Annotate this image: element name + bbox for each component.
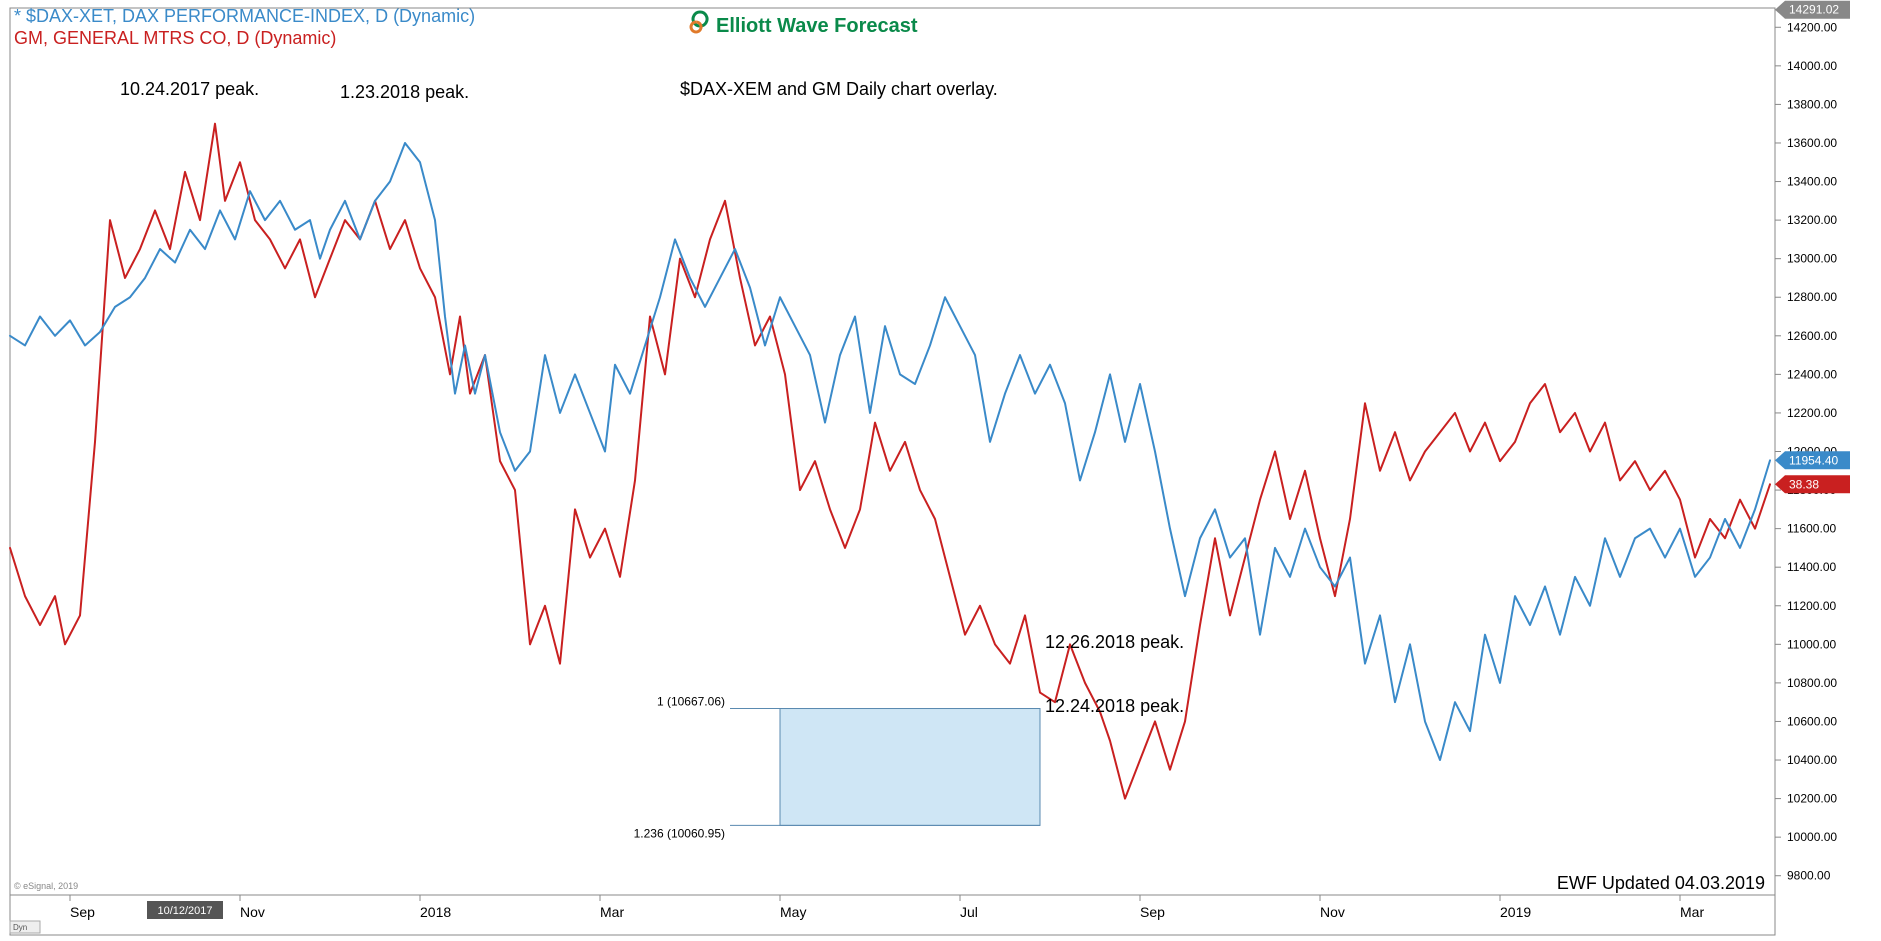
svg-text:14291.02: 14291.02 bbox=[1789, 3, 1839, 17]
svg-text:Mar: Mar bbox=[1680, 904, 1704, 920]
svg-text:10000.00: 10000.00 bbox=[1787, 830, 1837, 844]
svg-text:Dyn: Dyn bbox=[13, 923, 27, 932]
svg-text:Jul: Jul bbox=[960, 904, 978, 920]
svg-text:10/12/2017: 10/12/2017 bbox=[157, 905, 212, 917]
chart-container: 9800.00 10000.00 10200.00 10400.00 10600.00 1… bbox=[0, 0, 1881, 941]
svg-text:13400.00: 13400.00 bbox=[1787, 175, 1837, 189]
svg-text:1.236 (10060.95): 1.236 (10060.95) bbox=[634, 826, 725, 840]
svg-text:11000.00: 11000.00 bbox=[1787, 637, 1836, 651]
svg-text:10800.00: 10800.00 bbox=[1787, 676, 1837, 690]
svg-text:13800.00: 13800.00 bbox=[1787, 97, 1837, 111]
svg-text:12400.00: 12400.00 bbox=[1787, 367, 1837, 381]
svg-text:10400.00: 10400.00 bbox=[1787, 753, 1837, 767]
svg-text:13200.00: 13200.00 bbox=[1787, 213, 1837, 227]
svg-text:2018: 2018 bbox=[420, 904, 451, 920]
svg-text:12.26.2018 peak.: 12.26.2018 peak. bbox=[1045, 632, 1184, 652]
svg-text:12200.00: 12200.00 bbox=[1787, 406, 1837, 420]
svg-text:10.24.2017 peak.: 10.24.2017 peak. bbox=[120, 79, 259, 99]
svg-text:10600.00: 10600.00 bbox=[1787, 714, 1837, 728]
svg-text:1.23.2018 peak.: 1.23.2018 peak. bbox=[340, 82, 469, 102]
svg-text:Elliott Wave Forecast: Elliott Wave Forecast bbox=[716, 15, 918, 37]
svg-text:May: May bbox=[780, 904, 806, 920]
svg-text:12.24.2018 peak.: 12.24.2018 peak. bbox=[1045, 696, 1184, 716]
svg-text:11200.00: 11200.00 bbox=[1787, 599, 1836, 613]
svg-text:38.38: 38.38 bbox=[1789, 477, 1819, 491]
svg-text:11954.40: 11954.40 bbox=[1789, 453, 1838, 467]
svg-text:13000.00: 13000.00 bbox=[1787, 252, 1837, 266]
svg-text:© eSignal, 2019: © eSignal, 2019 bbox=[14, 881, 78, 891]
svg-text:Nov: Nov bbox=[1320, 904, 1345, 920]
svg-text:11400.00: 11400.00 bbox=[1787, 560, 1836, 574]
svg-text:GM, GENERAL MTRS CO, D (Dynami: GM, GENERAL MTRS CO, D (Dynamic) bbox=[14, 28, 336, 48]
svg-text:9800.00: 9800.00 bbox=[1787, 869, 1831, 883]
svg-text:12600.00: 12600.00 bbox=[1787, 329, 1837, 343]
svg-text:EWF Updated 04.03.2019: EWF Updated 04.03.2019 bbox=[1557, 873, 1765, 893]
svg-text:Sep: Sep bbox=[70, 904, 95, 920]
svg-text:Nov: Nov bbox=[240, 904, 265, 920]
svg-text:13600.00: 13600.00 bbox=[1787, 136, 1837, 150]
svg-text:14000.00: 14000.00 bbox=[1787, 59, 1837, 73]
svg-text:* $DAX-XET, DAX PERFORMANCE-IN: * $DAX-XET, DAX PERFORMANCE-INDEX, D (Dy… bbox=[14, 6, 475, 26]
svg-text:Mar: Mar bbox=[600, 904, 624, 920]
svg-text:Sep: Sep bbox=[1140, 904, 1165, 920]
svg-text:1 (10667.06): 1 (10667.06) bbox=[657, 695, 725, 709]
svg-text:11600.00: 11600.00 bbox=[1787, 522, 1836, 536]
svg-text:2019: 2019 bbox=[1500, 904, 1531, 920]
svg-text:12800.00: 12800.00 bbox=[1787, 290, 1837, 304]
svg-text:$DAX-XEM and GM Daily chart ov: $DAX-XEM and GM Daily chart overlay. bbox=[680, 79, 998, 99]
svg-text:10200.00: 10200.00 bbox=[1787, 792, 1837, 806]
svg-text:14200.00: 14200.00 bbox=[1787, 20, 1837, 34]
